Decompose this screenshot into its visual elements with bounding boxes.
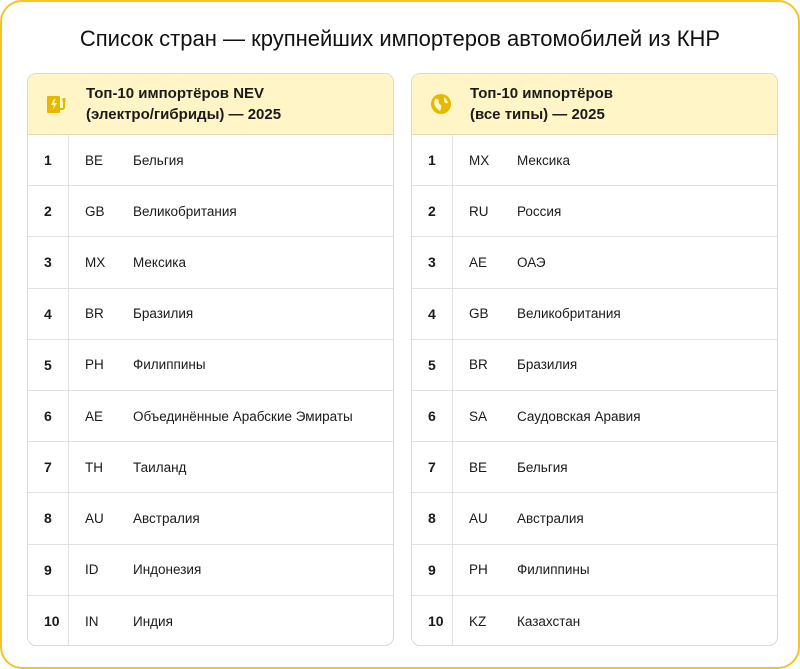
- country-code: AU: [85, 510, 104, 526]
- table-row: 9 PH Филиппины: [412, 544, 777, 596]
- table-row: 7 BE Бельгия: [412, 442, 777, 494]
- country-code: PH: [469, 562, 488, 578]
- country-name: Индонезия: [133, 562, 202, 578]
- country-name: Австралия: [517, 510, 584, 526]
- country-name: Таиланд: [133, 459, 187, 475]
- country-code: GB: [85, 203, 105, 219]
- country-name: Австралия: [133, 510, 200, 526]
- country-code: AE: [469, 254, 488, 270]
- country-name: ОАЭ: [517, 254, 546, 270]
- country-code: MX: [85, 254, 106, 270]
- country-code: PH: [85, 357, 104, 373]
- country-code: KZ: [469, 613, 487, 629]
- rank: 2: [28, 186, 69, 237]
- table-row: 6 AE Объединённые Арабские Эмираты: [28, 390, 393, 443]
- page-title: Список стран — крупнейших импортеров авт…: [79, 26, 721, 51]
- table-row: 3 MX Мексика: [28, 237, 393, 289]
- table-row: 2 RU Россия: [412, 186, 777, 238]
- rank: 8: [412, 493, 453, 544]
- rank: 3: [28, 237, 69, 288]
- table-row: 7 TH Таиланд: [28, 442, 393, 494]
- country-code: BR: [469, 357, 488, 373]
- rank: 9: [412, 544, 453, 595]
- country-name: Бельгия: [133, 152, 184, 168]
- table-title-line1: Топ-10 импортёров NEV: [86, 85, 265, 102]
- country-name: Саудовская Аравия: [517, 408, 641, 424]
- table-row: 4 BR Бразилия: [28, 288, 393, 340]
- table-row: 8 AU Австралия: [28, 493, 393, 545]
- country-name: Мексика: [133, 254, 186, 270]
- country-name: Бразилия: [517, 357, 578, 373]
- country-code: BE: [85, 152, 104, 168]
- rank: 1: [412, 135, 453, 186]
- table-row: 10 KZ Казахстан: [412, 595, 777, 645]
- table-row: 5 PH Филиппины: [28, 339, 393, 391]
- country-name: Казахстан: [517, 613, 581, 629]
- table-row: 1 BE Бельгия: [28, 135, 393, 187]
- country-name: Объединённые Арабские Эмираты: [133, 408, 353, 424]
- table-row: 1 MX Мексика: [412, 135, 777, 187]
- country-name: Бразилия: [133, 306, 194, 322]
- table-row: 6 SA Саудовская Аравия: [412, 390, 777, 443]
- table-row: 4 GB Великобритания: [412, 288, 777, 340]
- rank: 10: [28, 595, 69, 645]
- table-title-line2: (электро/гибриды) — 2025: [86, 106, 282, 123]
- country-name: Россия: [517, 203, 562, 219]
- rank: 4: [28, 288, 69, 339]
- rank: 5: [412, 339, 453, 390]
- rank: 6: [412, 390, 453, 442]
- table-header: Топ-10 импортёров (все типы) — 2025: [412, 74, 777, 135]
- rank: 10: [412, 595, 453, 645]
- table-title-line1: Топ-10 импортёров: [470, 85, 614, 102]
- table-title-line2: (все типы) — 2025: [470, 106, 605, 123]
- rank: 8: [28, 493, 69, 544]
- country-code: IN: [85, 613, 99, 629]
- rank: 7: [412, 442, 453, 493]
- all-importers-table: Топ-10 импортёров (все типы) — 2025 1 MX Ме…: [411, 73, 778, 646]
- country-code: GB: [469, 306, 489, 322]
- table-row: 9 ID Индонезия: [28, 544, 393, 596]
- rank: 1: [28, 135, 69, 186]
- country-code: BR: [85, 306, 104, 322]
- globe-icon: [412, 93, 470, 115]
- country-name: Филиппины: [517, 562, 590, 578]
- table-header: Топ-10 импортёров NEV (электро/гибриды) —…: [28, 74, 393, 135]
- rank: 6: [28, 390, 69, 442]
- rank: 4: [412, 288, 453, 339]
- rank: 7: [28, 442, 69, 493]
- table-row: 10 IN Индия: [28, 595, 393, 645]
- rank: 9: [28, 544, 69, 595]
- table-row: 2 GB Великобритания: [28, 186, 393, 238]
- table-body: 1 MX Мексика 2 RU Россия 3 AE ОАЭ 4 GB Великобритан…: [412, 135, 777, 645]
- rank: 5: [28, 339, 69, 390]
- country-code: RU: [469, 203, 489, 219]
- country-code: AU: [469, 510, 488, 526]
- country-name: Великобритания: [517, 306, 621, 322]
- country-name: Бельгия: [517, 459, 568, 475]
- country-name: Индия: [133, 613, 173, 629]
- country-code: AE: [85, 408, 104, 424]
- rank: 2: [412, 186, 453, 237]
- ev-charger-icon: [28, 94, 86, 114]
- country-code: TH: [85, 459, 103, 475]
- table-row: 8 AU Австралия: [412, 493, 777, 545]
- nev-importers-table: Топ-10 импортёров NEV (электро/гибриды) —…: [27, 73, 394, 646]
- country-code: MX: [469, 152, 490, 168]
- country-name: Филиппины: [133, 357, 206, 373]
- rank: 3: [412, 237, 453, 288]
- table-body: 1 BE Бельгия 2 GB Великобритания 3 MX Мексика 4 BR…: [28, 135, 393, 645]
- country-code: ID: [85, 562, 99, 578]
- table-row: 3 AE ОАЭ: [412, 237, 777, 289]
- country-name: Мексика: [517, 152, 570, 168]
- country-code: BE: [469, 459, 488, 475]
- table-row: 5 BR Бразилия: [412, 339, 777, 391]
- country-code: SA: [469, 408, 488, 424]
- country-name: Великобритания: [133, 203, 237, 219]
